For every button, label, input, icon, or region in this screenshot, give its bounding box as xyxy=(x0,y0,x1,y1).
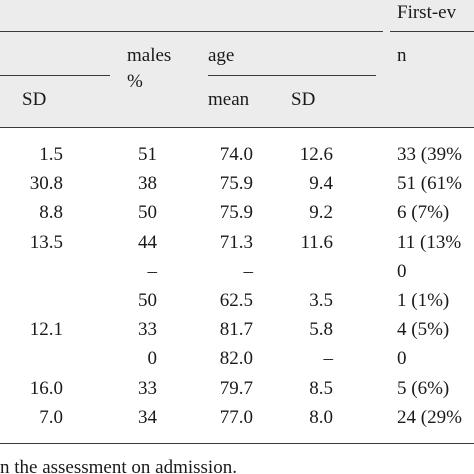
cell-sd2: 8.0 xyxy=(309,407,333,428)
cell-sd2: – xyxy=(323,348,334,369)
header-rule-bottom xyxy=(0,127,474,128)
cell-sd: 30.8 xyxy=(29,173,63,194)
table-rule-bottom xyxy=(0,443,474,444)
cell-sd2: 8.5 xyxy=(309,378,333,399)
mean-header: mean xyxy=(208,89,250,110)
cell-mean: 81.7 xyxy=(219,319,253,340)
cell-males: 33 xyxy=(138,378,157,399)
cell-sd: 7.0 xyxy=(39,407,63,428)
cell-sd: 12.1 xyxy=(29,319,63,340)
cell-males: 44 xyxy=(138,232,157,253)
group-title: First-ev xyxy=(397,2,457,23)
cell-males: 50 xyxy=(138,290,157,311)
cell-first-event: 0 xyxy=(397,261,407,282)
age-header: age xyxy=(208,45,235,66)
cell-first-event: 6 (7%) xyxy=(397,202,450,223)
cell-mean: 71.3 xyxy=(219,232,253,253)
cell-sd2: 12.6 xyxy=(299,144,333,165)
cell-mean: 82.0 xyxy=(219,348,253,369)
footnote: n the assessment on admission. xyxy=(0,457,237,474)
table-header-band xyxy=(0,0,474,128)
cell-mean: 77.0 xyxy=(219,407,253,428)
cell-sd: 16.0 xyxy=(29,378,63,399)
cell-males: – xyxy=(147,261,158,282)
cell-mean: 75.9 xyxy=(219,202,253,223)
cell-mean: 75.9 xyxy=(219,173,253,194)
cell-sd2: 9.4 xyxy=(309,173,333,194)
cell-sd: 1.5 xyxy=(39,144,63,165)
cell-males: 33 xyxy=(138,319,157,340)
cell-sd2: 3.5 xyxy=(309,290,333,311)
cell-first-event: 24 (29% xyxy=(397,407,462,428)
males-header-top: males xyxy=(127,45,172,66)
cell-males: 34 xyxy=(138,407,157,428)
cell-males: 38 xyxy=(138,173,157,194)
cell-mean: – xyxy=(243,261,254,282)
cell-mean: 79.7 xyxy=(219,378,253,399)
n-header: n xyxy=(397,45,407,66)
cell-mean: 74.0 xyxy=(219,144,253,165)
males-header-bottom: % xyxy=(127,71,143,92)
cell-sd2: 5.8 xyxy=(309,319,333,340)
cell-males: 50 xyxy=(138,202,157,223)
sd-header: SD xyxy=(22,89,47,110)
cell-first-event: 4 (5%) xyxy=(397,319,450,340)
cell-sd2: 9.2 xyxy=(309,202,333,223)
cell-first-event: 33 (39% xyxy=(397,144,462,165)
sd2-header: SD xyxy=(291,89,316,110)
cell-sd: 13.5 xyxy=(29,232,63,253)
cell-first-event: 1 (1%) xyxy=(397,290,450,311)
header-rule-top-right xyxy=(390,31,474,32)
cell-first-event: 11 (13% xyxy=(397,232,462,253)
header-rule-sub-left xyxy=(0,75,110,76)
cell-mean: 62.5 xyxy=(219,290,253,311)
cell-first-event: 5 (6%) xyxy=(397,378,450,399)
cell-first-event: 0 xyxy=(397,348,407,369)
header-rule-top xyxy=(0,31,383,32)
cell-sd: 8.8 xyxy=(39,202,63,223)
cell-first-event: 51 (61% xyxy=(397,173,462,194)
cell-sd2: 11.6 xyxy=(300,232,333,253)
cell-males: 0 xyxy=(147,348,158,369)
cell-males: 51 xyxy=(138,144,157,165)
header-rule-sub-age xyxy=(208,75,376,76)
